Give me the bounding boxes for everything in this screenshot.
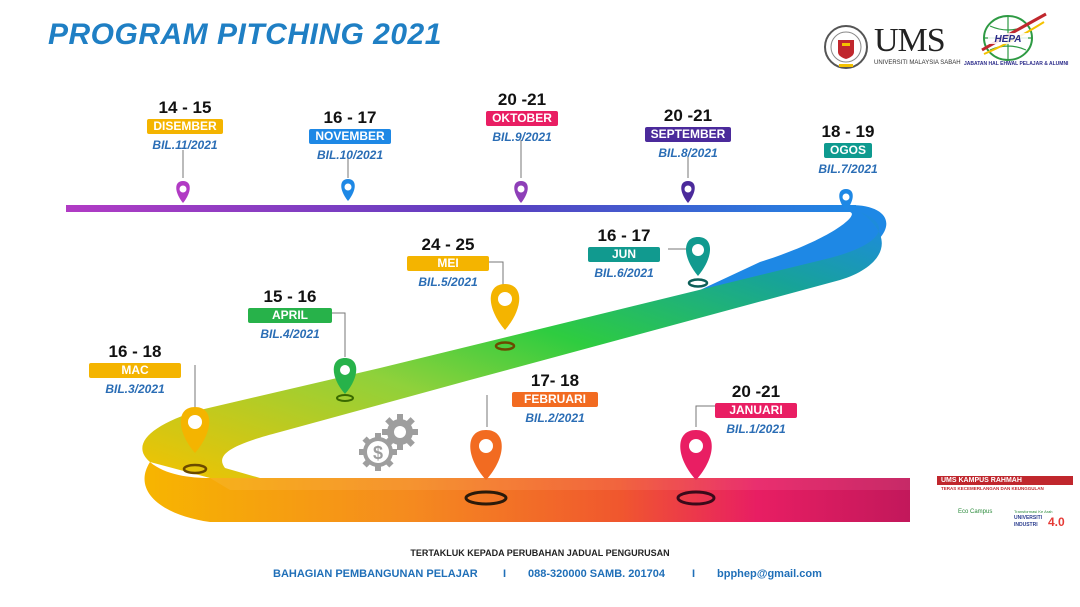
- milestone-month: FEBRUARI: [512, 392, 598, 407]
- milestone-februari: 17- 18 FEBRUARI BIL.2/2021: [505, 372, 605, 425]
- footer-separator-1: I: [503, 568, 507, 580]
- milestone-september: 20 -21 SEPTEMBER BIL.8/2021: [638, 107, 738, 160]
- milestone-bil: BIL.5/2021: [418, 275, 478, 289]
- footer-phone: 088-320000 SAMB. 201704: [528, 568, 665, 580]
- ui4-mid-text: UNIVERSITI INDUSTRI: [1014, 515, 1043, 528]
- footer-department: BAHAGIAN PEMBANGUNAN PELAJAR: [273, 568, 478, 580]
- milestone-dates: 17- 18: [530, 371, 580, 390]
- map-pin-icons-top: [176, 179, 853, 211]
- milestone-dates: 16 - 17: [597, 226, 651, 245]
- milestone-dates: 16 - 18: [108, 342, 162, 361]
- universiti-industri-logo: Transformasi Ke Arah UNIVERSITI INDUSTRI…: [1014, 508, 1065, 529]
- milestone-dates: 18 - 19: [821, 122, 875, 141]
- milestone-mac: 16 - 18 MAC BIL.3/2021: [85, 343, 185, 396]
- ums-wordmark: UMS: [874, 22, 946, 59]
- footer-separator-2: I: [692, 568, 696, 580]
- milestone-jun: 16 - 17 JUN BIL.6/2021: [574, 227, 674, 280]
- kampus-title: UMS KAMPUS RAHMAH: [937, 476, 1073, 485]
- milestone-month: APRIL: [248, 308, 332, 323]
- milestone-month: OKTOBER: [486, 111, 558, 126]
- road-top-line: [66, 205, 856, 212]
- milestone-dates: 20 -21: [663, 106, 713, 125]
- kampus-subtitle: TERAS KECEMERLANGAN DAN KEUNGGULAN: [941, 486, 1044, 491]
- milestone-month: OGOS: [823, 143, 872, 158]
- milestone-bil: BIL.6/2021: [594, 266, 654, 280]
- milestone-month: JANUARI: [715, 403, 797, 418]
- milestone-bil: BIL.10/2021: [316, 148, 384, 162]
- milestone-bil: BIL.11/2021: [152, 138, 218, 152]
- page-title: PROGRAM PITCHING 2021: [48, 18, 442, 51]
- road-bottom-band: [144, 462, 910, 522]
- hepa-subtitle: JABATAN HAL EHWAL PELAJAR & ALUMNI: [964, 61, 1069, 67]
- svg-text:$: $: [373, 443, 383, 463]
- milestone-dates: 16 - 17: [323, 108, 377, 127]
- road-curve-right: [700, 205, 887, 290]
- milestone-disember: 14 - 15 DISEMBER BIL.11/2021: [135, 99, 235, 152]
- milestone-month: SEPTEMBER: [644, 127, 732, 142]
- milestone-month: JUN: [587, 247, 660, 262]
- eco-campus-logo: Eco Campus: [958, 509, 993, 515]
- milestone-oktober: 20 -21 OKTOBER BIL.9/2021: [472, 91, 572, 144]
- milestone-month: NOVEMBER: [309, 129, 391, 144]
- hepa-logo-text: HEPA: [994, 34, 1021, 45]
- hepa-logo: HEPA: [981, 12, 1047, 61]
- milestone-dates: 15 - 16: [263, 287, 317, 306]
- milestone-dates: 14 - 15: [158, 98, 212, 117]
- milestone-dates: 24 - 25: [421, 235, 475, 254]
- milestone-dates: 20 -21: [497, 90, 547, 109]
- gear-dollar-icon: $: [359, 414, 418, 471]
- milestone-bil: BIL.1/2021: [726, 422, 786, 436]
- milestone-november: 16 - 17 NOVEMBER BIL.10/2021: [300, 109, 400, 162]
- milestone-bil: BIL.3/2021: [105, 382, 165, 396]
- milestone-month: MEI: [407, 256, 489, 271]
- ui4-number: 4.0: [1048, 515, 1065, 529]
- milestone-mei: 24 - 25 MEI BIL.5/2021: [398, 236, 498, 289]
- ums-crest-logo: [824, 25, 868, 69]
- milestone-bil: BIL.2/2021: [525, 411, 585, 425]
- map-pin-icons-large: [180, 237, 716, 506]
- milestone-bil: BIL.8/2021: [658, 146, 718, 160]
- milestone-bil: BIL.9/2021: [492, 130, 552, 144]
- milestone-april: 15 - 16 APRIL BIL.4/2021: [240, 288, 340, 341]
- ums-subtitle: UNIVERSITI MALAYSIA SABAH: [874, 60, 961, 66]
- kampus-rahmah-logo: UMS KAMPUS RAHMAH TERAS KECEMERLANGAN DA…: [937, 476, 1073, 492]
- milestone-month: MAC: [89, 363, 181, 378]
- milestone-bil: BIL.7/2021: [818, 162, 878, 176]
- ui4-top-text: Transformasi Ke Arah: [1014, 509, 1053, 514]
- milestone-month: DISEMBER: [147, 119, 223, 134]
- milestone-ogos: 18 - 19 OGOS BIL.7/2021: [798, 122, 898, 177]
- milestone-bil: BIL.4/2021: [260, 327, 320, 341]
- schedule-disclaimer: TERTAKLUK KEPADA PERUBAHAN JADUAL PENGUR…: [410, 548, 670, 558]
- milestone-dates: 20 -21: [731, 382, 781, 401]
- footer-email[interactable]: bpphep@gmail.com: [717, 568, 822, 580]
- milestone-januari: 20 -21 JANUARI BIL.1/2021: [706, 383, 806, 436]
